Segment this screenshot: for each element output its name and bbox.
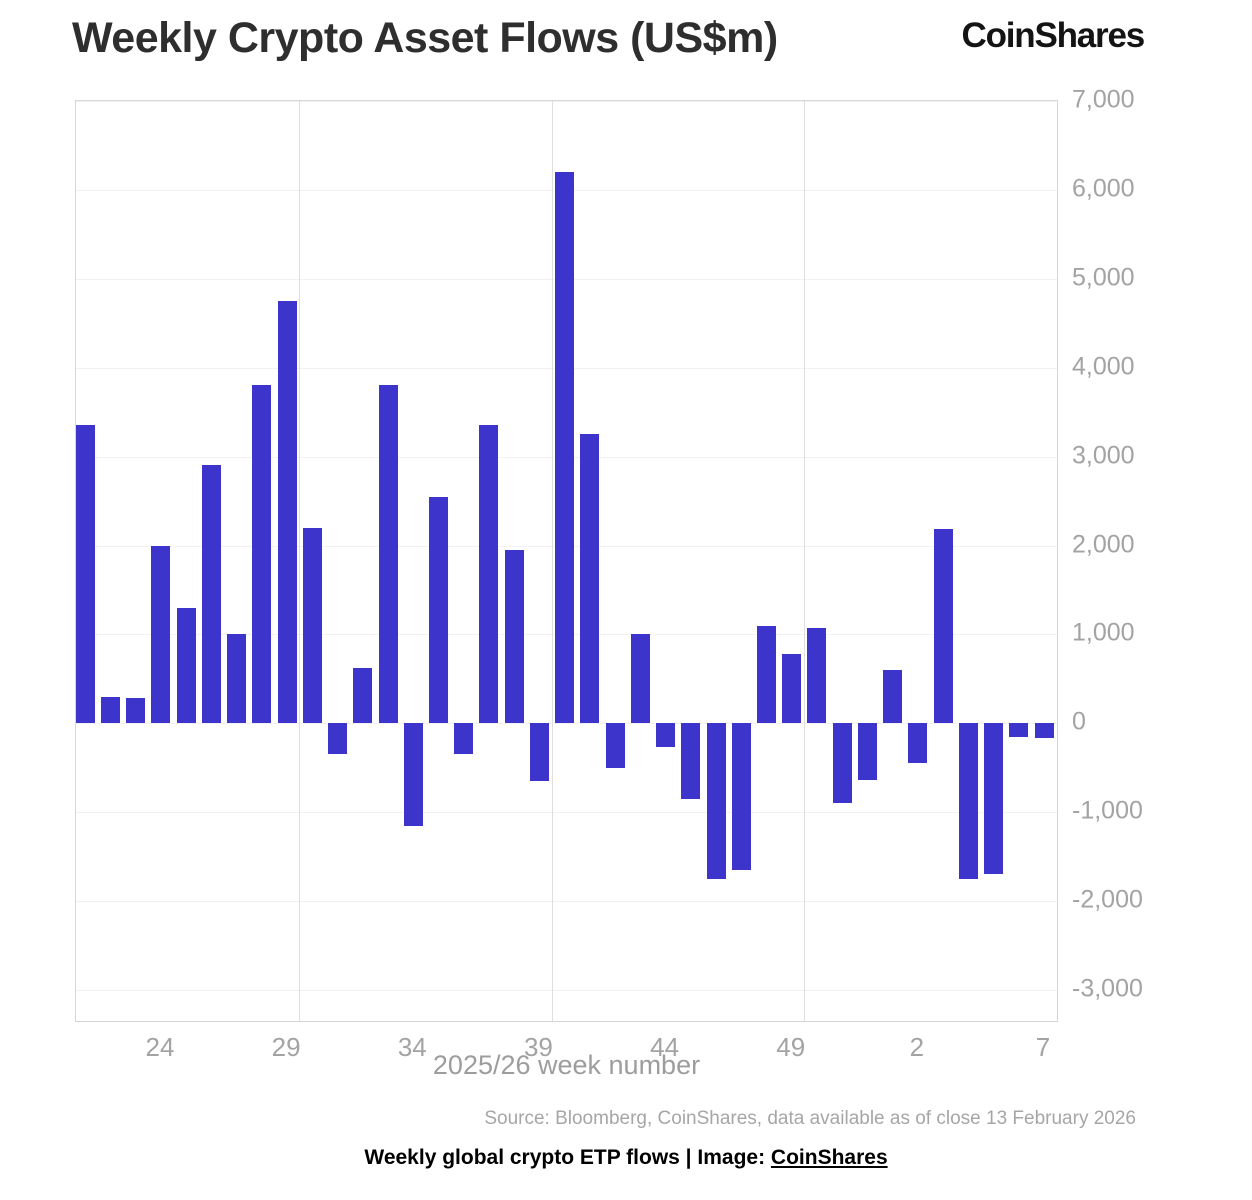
x-tick-label: 7 [1035, 1032, 1051, 1062]
y-tick-label: 4,000 [1072, 352, 1135, 381]
caption-text: Weekly global crypto ETP flows | Image: [364, 1146, 771, 1169]
x-tick-label: 39 [523, 1032, 553, 1062]
source-note: Source: Bloomberg, CoinShares, data avai… [484, 1108, 1136, 1129]
bar-week-43 [630, 634, 650, 724]
bar-week-40 [555, 172, 575, 724]
y-tick-label: -1,000 [1072, 796, 1143, 825]
h-gridline [76, 101, 1057, 102]
bar-week-51 [832, 723, 852, 804]
image-caption: Weekly global crypto ETP flows | Image: … [0, 1146, 1252, 1170]
bar-week-3 [933, 529, 953, 724]
bar-week-47 [731, 723, 751, 870]
h-gridline [76, 901, 1057, 903]
bar-week-35 [429, 496, 449, 724]
coinshares-logo: CoinShares [961, 16, 1146, 55]
x-tick-label: 44 [650, 1032, 680, 1062]
y-tick-label: 5,000 [1072, 263, 1135, 292]
y-tick-label: 2,000 [1072, 530, 1135, 558]
bar-week-46 [706, 723, 726, 879]
bar-week-49 [782, 653, 802, 724]
bar-week-26 [201, 465, 221, 724]
bar-week-29 [277, 301, 297, 724]
bar-week-6 [1009, 723, 1029, 737]
v-gridline [299, 101, 300, 1021]
bar-week-33 [378, 385, 398, 724]
h-gridline [76, 990, 1057, 991]
y-tick-label: 3,000 [1072, 441, 1135, 470]
y-tick-label: -2,000 [1072, 885, 1143, 914]
bar-week-4 [958, 723, 978, 879]
bar-week-27 [227, 634, 247, 724]
plot-area [75, 100, 1058, 1022]
bar-week-2 [908, 723, 928, 764]
h-gridline [76, 812, 1057, 814]
v-gridline [552, 101, 553, 1021]
x-tick-label: 49 [776, 1032, 806, 1062]
bar-week-34 [403, 723, 423, 826]
y-tick-label: -3,000 [1072, 974, 1143, 1003]
y-tick-label: 6,000 [1072, 174, 1135, 203]
bar-week-1 [883, 669, 903, 724]
bar-week-28 [252, 385, 272, 724]
bar-week-41 [580, 434, 600, 724]
y-tick-label: 7,000 [1072, 85, 1135, 114]
x-axis-title: 2025/26 week number [432, 1050, 701, 1080]
x-tick-label: 24 [145, 1032, 175, 1062]
v-gridline [804, 101, 805, 1021]
bar-week-44 [656, 723, 676, 748]
chart-title: Weekly Crypto Asset Flows (US$m) [72, 14, 778, 62]
bar-week-23 [126, 698, 146, 724]
bar-week-22 [101, 696, 121, 724]
bar-week-24 [151, 545, 171, 724]
bar-week-37 [479, 425, 499, 724]
bar-week-25 [176, 607, 196, 724]
bar-week-7 [1034, 723, 1054, 739]
bar-week-30 [302, 527, 322, 724]
bar-week-31 [328, 723, 348, 755]
bar-week-42 [605, 723, 625, 768]
bar-week-5 [984, 723, 1004, 875]
bar-week-38 [504, 549, 524, 724]
bar-week-39 [529, 723, 549, 782]
h-gridline [76, 723, 1057, 725]
bar-week-50 [807, 628, 827, 724]
bar-week-48 [757, 625, 776, 724]
x-tick-label: 34 [397, 1032, 427, 1062]
bar-week-32 [353, 668, 373, 724]
bar-week-52 [857, 723, 877, 781]
bar-week-36 [454, 723, 474, 755]
y-tick-label: 0 [1072, 707, 1086, 736]
caption-coinshares-link[interactable]: CoinShares [770, 1146, 888, 1169]
y-tick-label: 1,000 [1072, 618, 1135, 647]
x-tick-label: 29 [271, 1032, 301, 1062]
x-tick-label: 2 [909, 1032, 925, 1062]
bar-week-45 [681, 723, 701, 799]
bar-week-21 [75, 425, 95, 724]
